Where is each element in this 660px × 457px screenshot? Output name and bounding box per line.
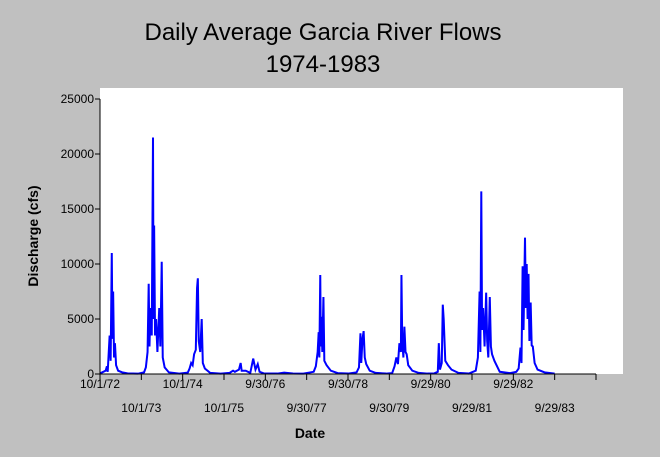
x-tick-label: 9/30/79 [369, 401, 409, 415]
y-axis-title: Discharge (cfs) [25, 185, 41, 286]
x-tick-label: 9/29/81 [452, 401, 492, 415]
y-tick-label: 25000 [61, 92, 95, 106]
x-tick-label: 10/1/74 [163, 377, 203, 391]
x-axis-ticks: 10/1/7210/1/7310/1/7410/1/759/30/769/30/… [80, 374, 597, 415]
y-tick-label: 10000 [61, 257, 95, 271]
y-tick-label: 20000 [61, 147, 95, 161]
y-tick-label: 15000 [61, 202, 95, 216]
y-tick-label: 5000 [67, 312, 94, 326]
y-tick-label: 0 [87, 367, 94, 381]
x-tick-label: 9/29/80 [411, 377, 451, 391]
series-line-discharge [99, 137, 555, 375]
x-tick-label: 10/1/73 [121, 401, 161, 415]
series-layer [99, 137, 555, 375]
plot-area [100, 88, 623, 374]
x-axis-title: Date [295, 425, 326, 441]
chart-title-line-1: Daily Average Garcia River Flows [144, 19, 501, 46]
x-tick-label: 9/30/76 [245, 377, 285, 391]
x-tick-label: 9/30/77 [287, 401, 327, 415]
x-tick-label: 9/30/78 [328, 377, 368, 391]
x-tick-label: 10/1/75 [204, 401, 244, 415]
x-tick-label: 9/29/83 [535, 401, 575, 415]
chart-title-line-2: 1974-1983 [266, 51, 381, 78]
y-axis-ticks: 0 5000 10000 15000 20000 25000 [61, 92, 100, 381]
x-tick-label: 10/1/72 [80, 377, 120, 391]
x-tick-label: 9/29/82 [493, 377, 533, 391]
